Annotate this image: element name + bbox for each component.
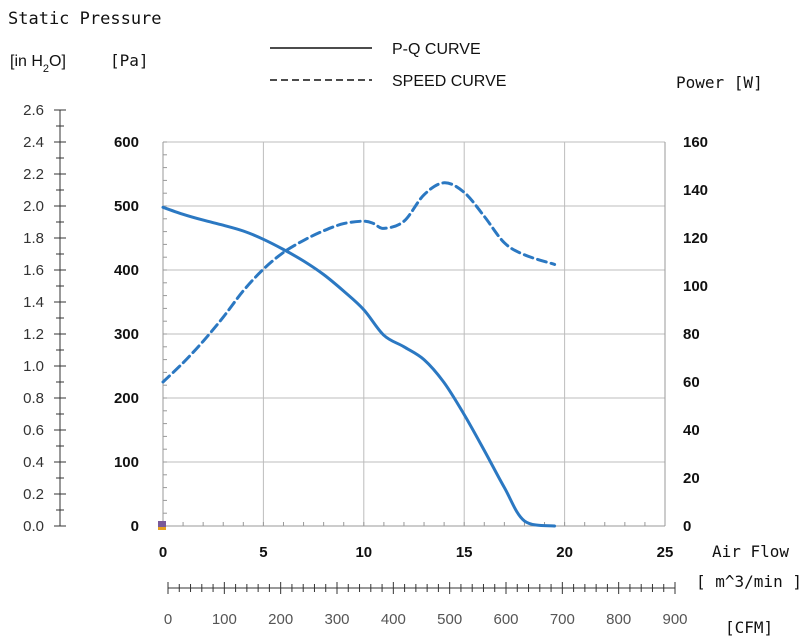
grid <box>162 141 666 527</box>
y-unit-inh2o-close: O] <box>49 53 66 70</box>
x-tick-label: 25 <box>657 544 674 561</box>
axes <box>54 109 676 594</box>
power-tick-label: 100 <box>683 278 708 295</box>
cfm-tick-label: 300 <box>324 611 349 628</box>
inh2o-tick-label: 0.4 <box>23 454 44 471</box>
y-unit-pa: [Pa] <box>110 51 149 70</box>
speed-curve-line <box>161 181 557 384</box>
inh2o-tick-label: 1.4 <box>23 294 44 311</box>
pa-tick-label: 600 <box>114 134 139 151</box>
inh2o-tick-label: 2.0 <box>23 198 44 215</box>
x-tick-label: 10 <box>355 544 372 561</box>
x-tick-label: 20 <box>556 544 573 561</box>
x-tick-label: 0 <box>159 544 167 561</box>
pa-tick-label: 100 <box>114 454 139 471</box>
pq-curve-line <box>161 205 557 528</box>
inh2o-tick-label: 1.6 <box>23 262 44 279</box>
y-unit-inh2o-open: [in H <box>10 53 43 70</box>
power-tick-label: 20 <box>683 470 700 487</box>
x2-axis-unit: [CFM] <box>725 618 773 636</box>
y-unit-inh2o-sub: 2 <box>43 63 49 75</box>
cfm-tick-label: 400 <box>381 611 406 628</box>
y-unit-inh2o: [in H2O] <box>10 53 66 75</box>
inh2o-tick-label: 1.0 <box>23 358 44 375</box>
cfm-tick-label: 200 <box>268 611 293 628</box>
power-tick-label: 40 <box>683 422 700 439</box>
inh2o-tick-label: 1.2 <box>23 326 44 343</box>
power-tick-label: 0 <box>683 518 691 535</box>
x-axis-unit: [ m^3/min ] <box>696 572 802 591</box>
pa-tick-label: 300 <box>114 326 139 343</box>
origin-marker <box>158 521 166 529</box>
inh2o-tick-label: 2.6 <box>23 102 44 119</box>
cfm-tick-label: 100 <box>212 611 237 628</box>
y2-label-power: Power [W] <box>676 73 763 92</box>
inh2o-tick-label: 0.0 <box>23 518 44 535</box>
pa-tick-label: 0 <box>131 518 139 535</box>
chart-title: Static Pressure <box>8 9 162 29</box>
power-tick-label: 140 <box>683 182 708 199</box>
tick-labels: 0100200300400500600020406080100120140160… <box>23 102 708 628</box>
pa-tick-label: 400 <box>114 262 139 279</box>
inh2o-tick-label: 1.8 <box>23 230 44 247</box>
power-tick-label: 60 <box>683 374 700 391</box>
cfm-tick-label: 600 <box>493 611 518 628</box>
x-tick-label: 5 <box>259 544 267 561</box>
legend: P-Q CURVE SPEED CURVE <box>270 41 506 90</box>
power-tick-label: 120 <box>683 230 708 247</box>
inh2o-tick-label: 0.6 <box>23 422 44 439</box>
inh2o-tick-label: 2.2 <box>23 166 44 183</box>
cfm-tick-label: 800 <box>606 611 631 628</box>
pa-tick-label: 500 <box>114 198 139 215</box>
legend-label-pq: P-Q CURVE <box>392 41 481 58</box>
inh2o-tick-label: 2.4 <box>23 134 44 151</box>
x-tick-label: 15 <box>456 544 473 561</box>
pa-tick-label: 200 <box>114 390 139 407</box>
cfm-tick-label: 0 <box>164 611 172 628</box>
cfm-tick-label: 700 <box>550 611 575 628</box>
inh2o-tick-label: 0.8 <box>23 390 44 407</box>
power-tick-label: 80 <box>683 326 700 343</box>
legend-label-speed: SPEED CURVE <box>392 73 506 90</box>
cfm-tick-label: 900 <box>662 611 687 628</box>
origin-marker-accent <box>158 527 166 530</box>
series-lines <box>161 181 557 528</box>
power-tick-label: 160 <box>683 134 708 151</box>
x-axis-label: Air Flow <box>712 542 789 561</box>
cfm-tick-label: 500 <box>437 611 462 628</box>
inh2o-tick-label: 0.2 <box>23 486 44 503</box>
